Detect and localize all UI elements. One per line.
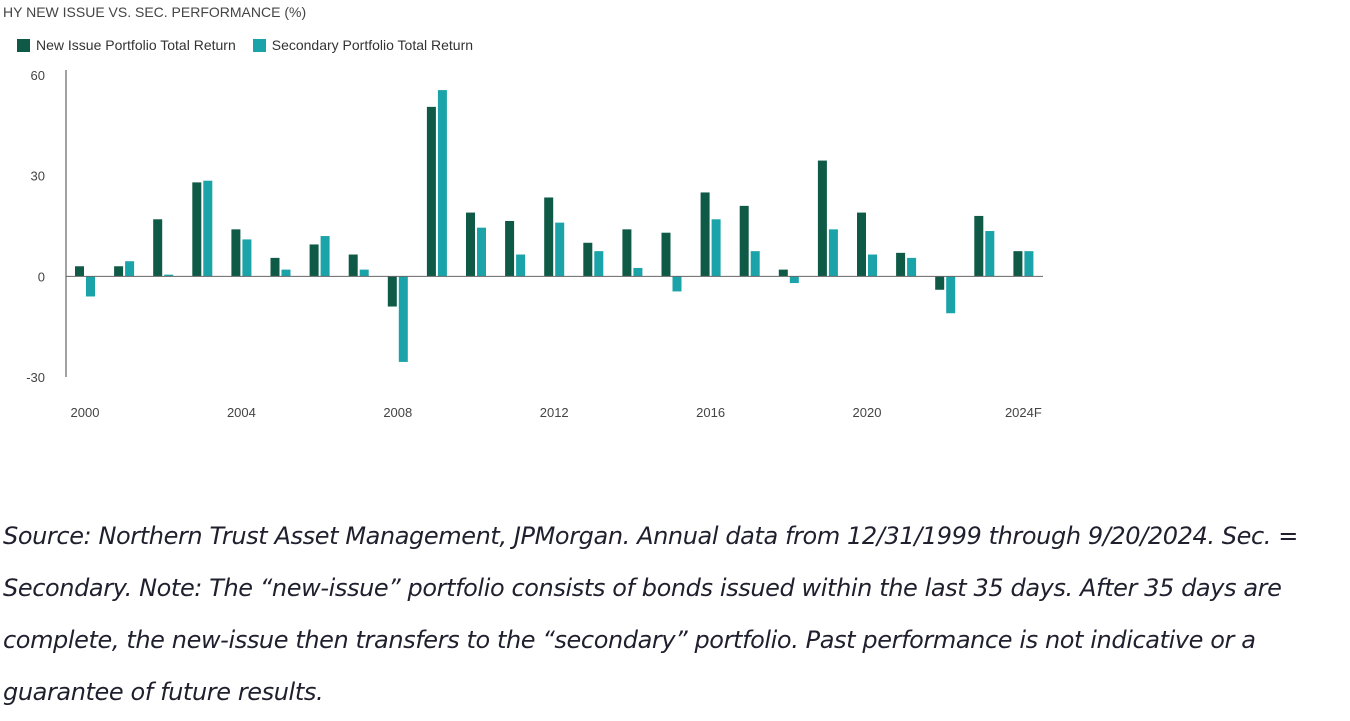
bar-secondary: [477, 227, 486, 277]
x-tick-label: 2000: [71, 405, 100, 420]
bar-secondary: [868, 254, 877, 277]
legend-item-secondary: Secondary Portfolio Total Return: [252, 37, 474, 53]
bar-new-issue: [661, 232, 671, 277]
bar-new-issue: [426, 106, 436, 277]
bar-secondary: [594, 251, 604, 277]
chart: HY NEW ISSUE VS. SEC. PERFORMANCE (%) Ne…: [3, 4, 1043, 420]
bar-new-issue: [387, 276, 397, 307]
bar-new-issue: [583, 242, 593, 277]
bar-secondary: [672, 276, 682, 292]
x-tick-label: 2008: [383, 405, 412, 420]
x-tick-label: 2024F: [1005, 405, 1042, 420]
bar-secondary: [437, 90, 447, 277]
bar-new-issue: [935, 276, 945, 290]
bar-secondary: [711, 219, 721, 277]
bar-secondary: [789, 276, 799, 284]
bar-new-issue: [896, 252, 906, 277]
source-caption: Source: Northern Trust Asset Management,…: [3, 522, 1298, 706]
x-tick-label: 2004: [227, 405, 256, 420]
bar-secondary: [242, 239, 252, 277]
bar-new-issue: [857, 212, 866, 277]
x-tick-label: 2012: [540, 405, 569, 420]
legend-item-new-issue: New Issue Portfolio Total Return: [17, 37, 236, 53]
bar-secondary: [555, 222, 565, 277]
legend: New Issue Portfolio Total Return Seconda…: [17, 37, 490, 53]
bar-secondary: [86, 276, 95, 297]
bar-secondary: [985, 231, 995, 277]
bar-secondary: [946, 276, 956, 314]
y-tick-label: 0: [38, 269, 45, 284]
legend-swatch-new-issue: [17, 38, 30, 52]
bar-new-issue: [700, 192, 710, 277]
bar-new-issue: [1013, 251, 1023, 277]
bar-new-issue: [153, 219, 163, 277]
bar-new-issue: [505, 220, 515, 277]
bar-secondary: [320, 236, 330, 277]
bar-new-issue: [114, 266, 124, 277]
y-tick-label: -30: [26, 370, 45, 385]
y-tick-label: 30: [31, 169, 45, 184]
bar-new-issue: [974, 215, 984, 277]
bar-secondary: [359, 269, 369, 277]
bar-new-issue: [544, 197, 554, 277]
legend-label-secondary: Secondary Portfolio Total Return: [271, 37, 474, 53]
bar-secondary: [633, 267, 643, 277]
bar-secondary: [125, 261, 135, 277]
bar-secondary: [281, 269, 291, 277]
bar-secondary: [1024, 251, 1034, 277]
bar-new-issue: [739, 205, 749, 277]
chart-title: HY NEW ISSUE VS. SEC. PERFORMANCE (%): [3, 4, 307, 20]
bar-new-issue: [778, 269, 788, 277]
bar-secondary: [398, 276, 408, 362]
legend-swatch-secondary: [252, 38, 266, 52]
x-tick-label: 2016: [696, 405, 725, 420]
bar-new-issue: [231, 229, 241, 277]
bar-secondary: [516, 254, 526, 277]
bar-new-issue: [817, 160, 827, 277]
bar-new-issue: [192, 182, 202, 277]
legend-label-new-issue: New Issue Portfolio Total Return: [36, 37, 236, 53]
x-tick-label: 2020: [853, 405, 882, 420]
y-tick-label: 60: [31, 68, 45, 83]
bar-secondary: [828, 229, 838, 277]
chart-plot: 60 30 0 -30 2000 2004 2008 2012 2016 2020 2024F: [26, 68, 1043, 420]
bar-secondary: [203, 180, 213, 277]
bar-new-issue: [309, 244, 319, 277]
bar-new-issue: [348, 254, 358, 277]
bar-secondary: [750, 251, 760, 277]
bar-new-issue: [622, 229, 632, 277]
bar-secondary: [907, 257, 917, 277]
bar-new-issue: [466, 212, 475, 277]
bar-new-issue: [270, 257, 280, 277]
bar-new-issue: [75, 266, 84, 277]
bar-secondary: [164, 274, 174, 277]
